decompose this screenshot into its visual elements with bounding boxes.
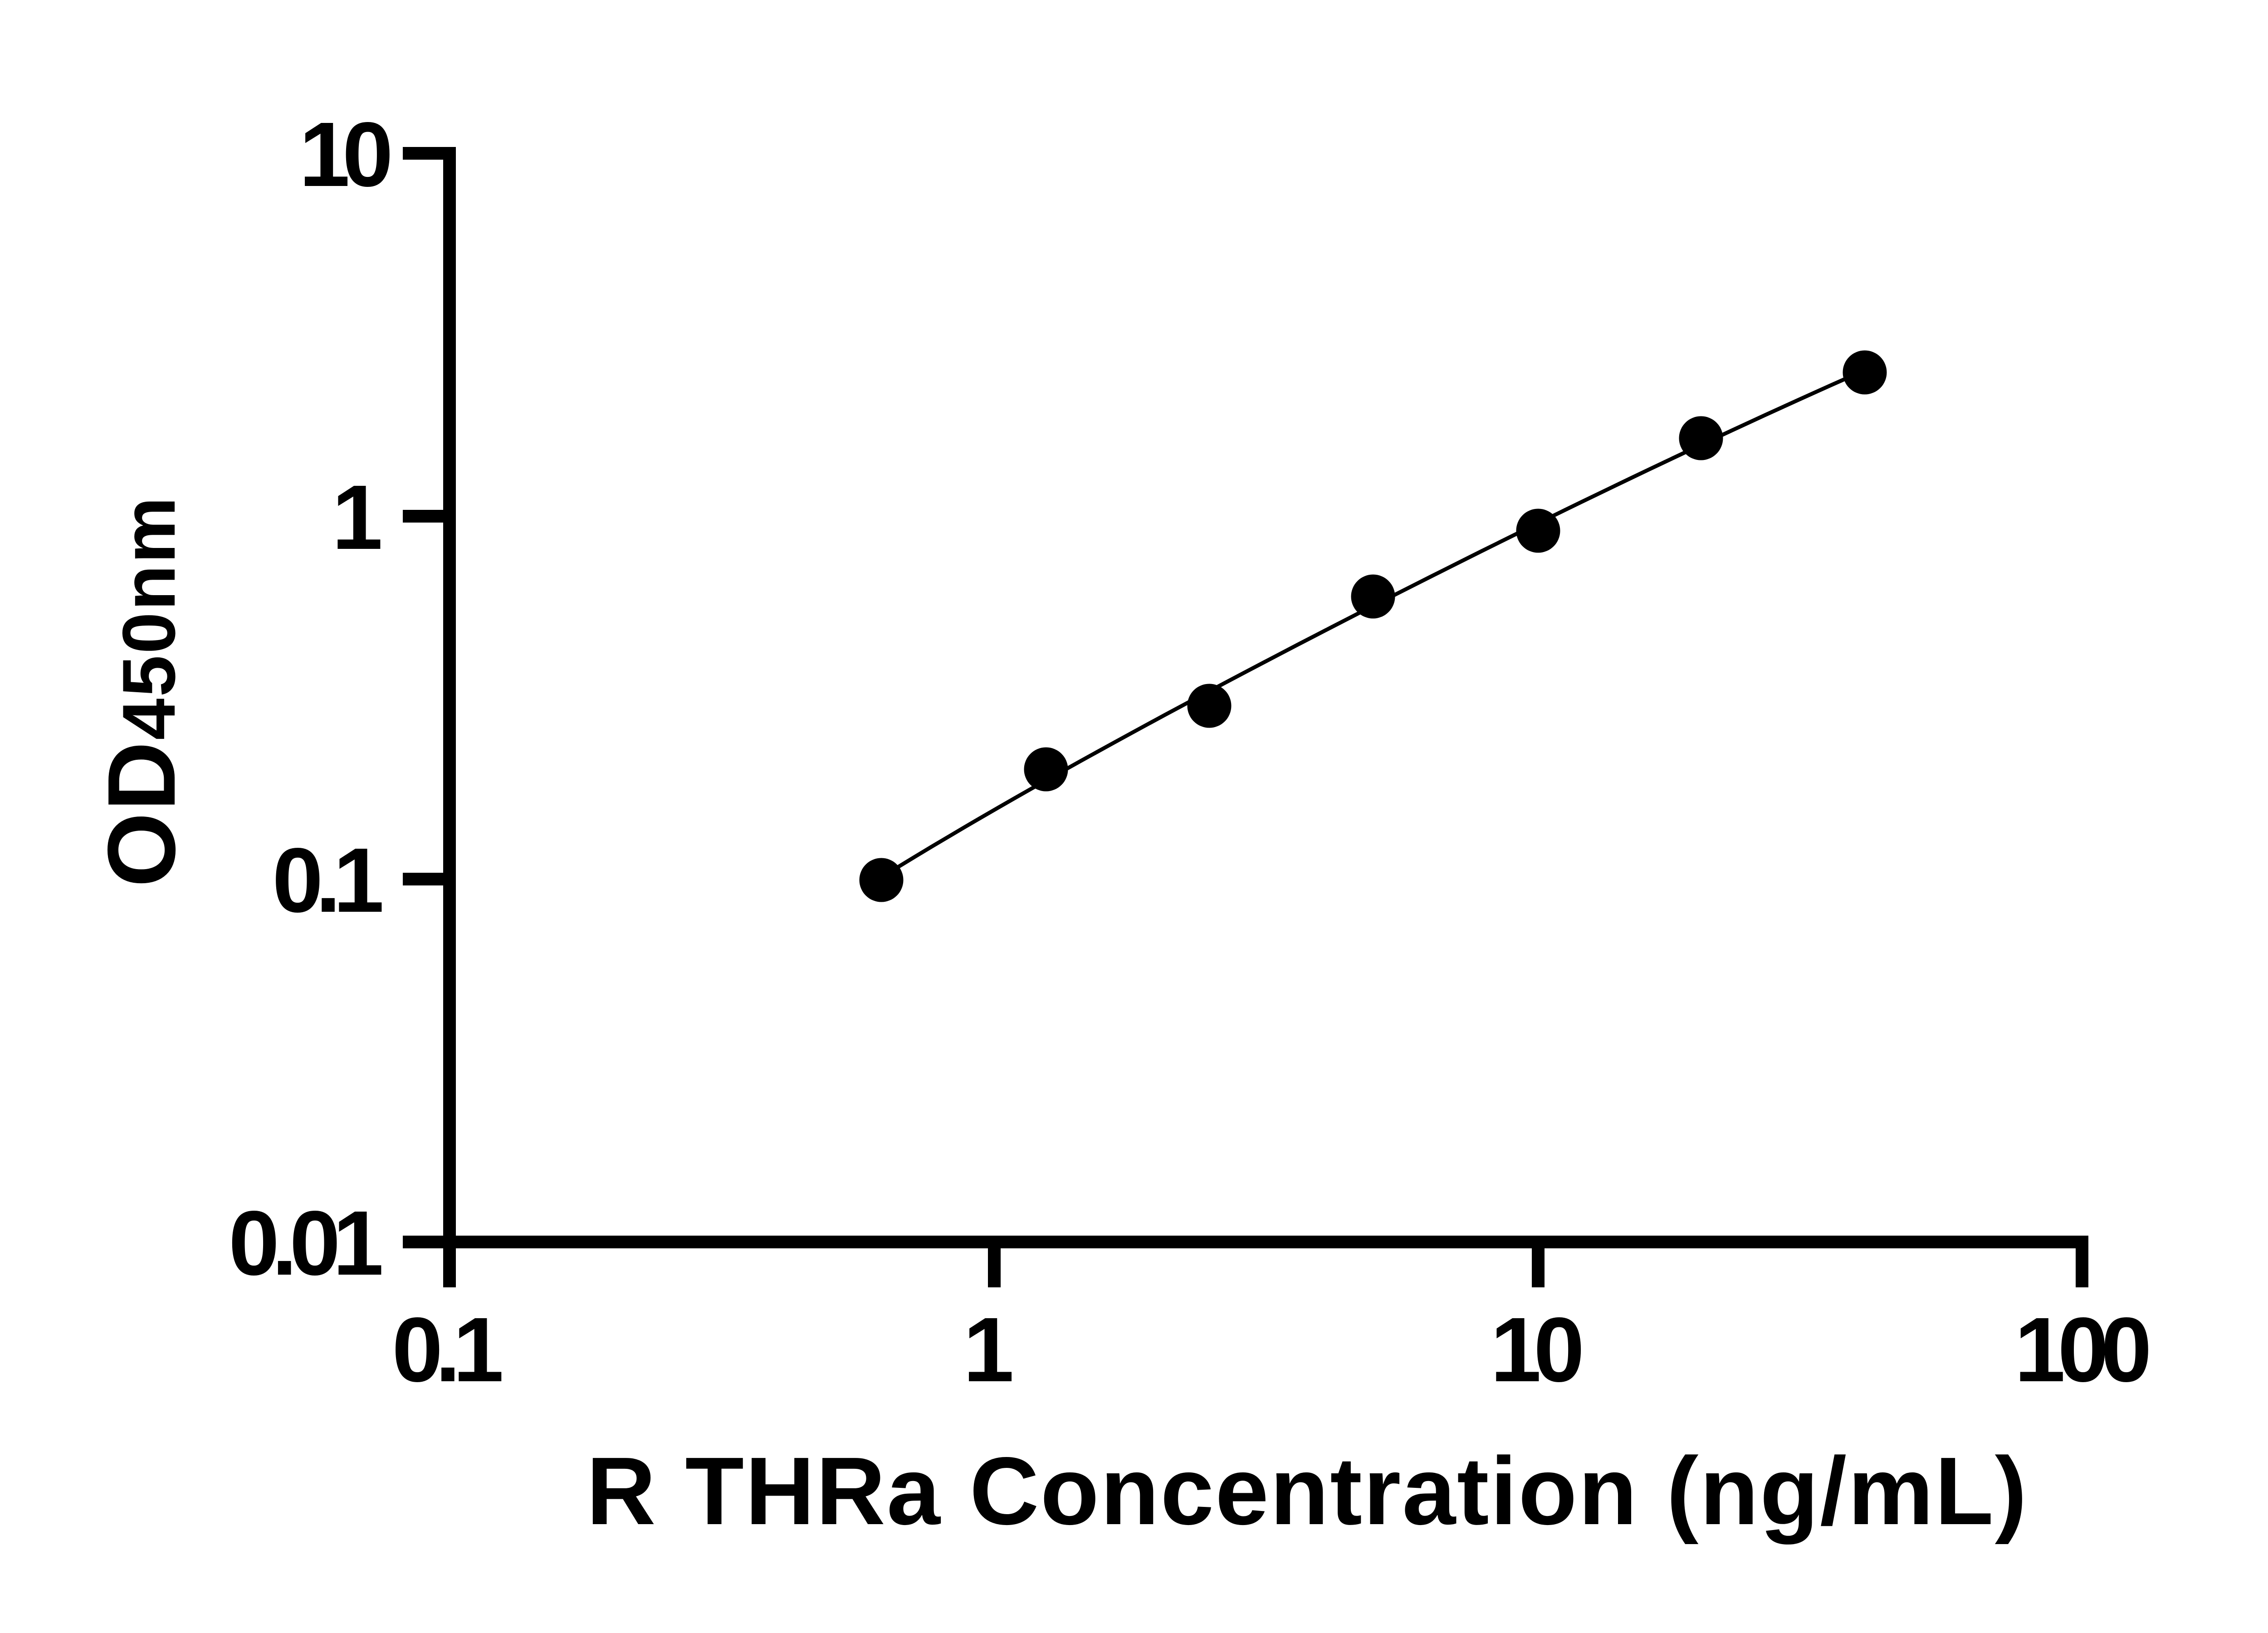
svg-text:R THRa Concentration (ng/mL): R THRa Concentration (ng/mL) xyxy=(587,1437,2028,1545)
svg-text:10: 10 xyxy=(299,103,390,205)
svg-text:1: 1 xyxy=(332,466,381,568)
svg-text:1: 1 xyxy=(963,1298,1012,1401)
svg-text:0.1: 0.1 xyxy=(272,829,381,931)
svg-text:0.1: 0.1 xyxy=(392,1298,501,1401)
svg-text:10: 10 xyxy=(1491,1298,1581,1401)
svg-text:0.01: 0.01 xyxy=(229,1192,381,1294)
svg-text:100: 100 xyxy=(2014,1298,2149,1401)
